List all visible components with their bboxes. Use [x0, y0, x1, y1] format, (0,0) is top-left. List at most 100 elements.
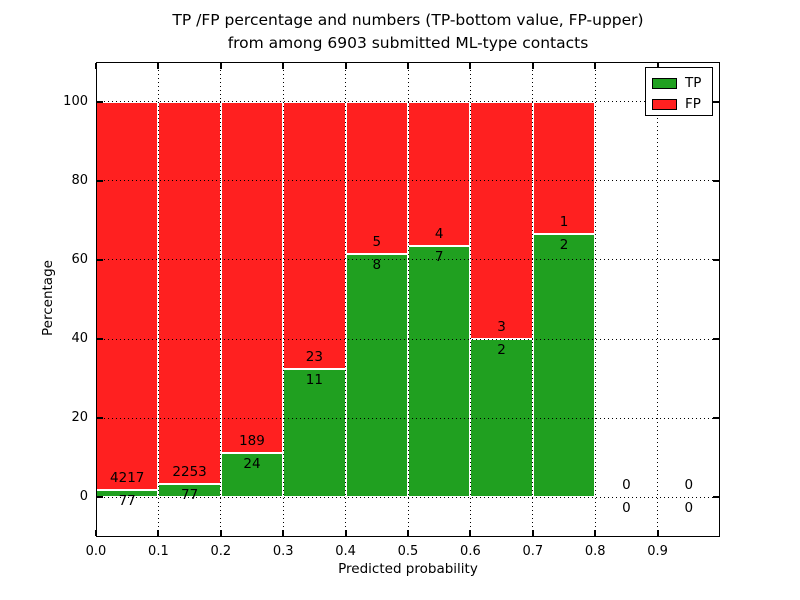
bar-tp-segment	[158, 484, 221, 498]
fp-count-label: 2253	[172, 464, 207, 481]
x-tick-top	[344, 63, 347, 69]
tp-count-label: 0	[684, 500, 694, 517]
v-gridline	[532, 62, 534, 537]
x-tick-label: 0.0	[85, 544, 107, 559]
x-tick-top	[407, 63, 409, 69]
x-tick-label: 0.5	[397, 544, 419, 559]
fp-count-label: 0	[622, 477, 631, 494]
y-tick-right	[713, 258, 719, 261]
x-tick-top	[95, 63, 97, 69]
bar-fp-segment	[470, 101, 533, 340]
x-tick-label: 0.4	[335, 544, 356, 559]
x-tick-bottom	[95, 530, 97, 536]
x-tick-label: 0.2	[210, 544, 232, 559]
x-tick-top	[282, 63, 285, 69]
x-tick-top	[656, 63, 659, 69]
fp-count-label: 5	[372, 233, 382, 250]
y-tick-label: 40	[71, 331, 88, 347]
bar-fp-segment	[158, 101, 221, 485]
x-tick-top	[219, 63, 222, 69]
bar-tp-segment	[345, 253, 408, 498]
v-gridline	[594, 62, 596, 537]
x-tick-top	[157, 63, 160, 69]
x-tick-bottom	[656, 530, 659, 536]
tp-count-label: 2	[559, 236, 569, 253]
v-gridline	[220, 62, 222, 537]
x-tick-label: 0.1	[148, 544, 169, 559]
bar-fp-segment	[532, 101, 596, 234]
legend: TP FP	[645, 67, 713, 116]
v-gridline	[657, 62, 659, 537]
x-axis-label: Predicted probability	[338, 561, 478, 577]
tp-count-label: 7	[434, 248, 444, 265]
y-tick-left	[97, 179, 103, 182]
x-tick-label: 0.7	[522, 544, 544, 559]
y-tick-left	[97, 258, 103, 261]
fp-count-label: 0	[684, 477, 694, 494]
y-tick-left	[97, 496, 103, 499]
y-tick-right	[713, 338, 719, 341]
y-tick-label: 100	[63, 93, 88, 109]
legend-item-tp: TP	[646, 73, 712, 94]
bar-fp-segment	[220, 101, 284, 453]
y-tick-right	[713, 417, 719, 420]
bar-fp-segment	[408, 101, 471, 246]
y-tick-left	[97, 100, 103, 103]
y-tick-right	[713, 496, 719, 499]
bar-fp-segment	[96, 101, 159, 491]
x-tick-bottom	[219, 530, 222, 536]
bar-fp-segment	[283, 101, 346, 370]
legend-label-fp: FP	[685, 96, 701, 112]
y-tick-left	[97, 417, 103, 420]
tp-count-label: 77	[118, 493, 136, 510]
x-tick-bottom	[282, 530, 285, 536]
tp-count-label: 24	[243, 455, 261, 472]
v-gridline	[407, 62, 409, 537]
fp-count-label: 4217	[110, 470, 145, 487]
y-tick-label: 0	[79, 489, 88, 505]
y-tick-label: 60	[71, 251, 88, 267]
x-tick-bottom	[344, 530, 347, 536]
x-tick-top	[594, 63, 597, 69]
x-tick-label: 0.3	[272, 544, 294, 559]
x-tick-top	[469, 63, 472, 69]
x-tick-bottom	[469, 530, 472, 536]
x-tick-label: 0.9	[647, 544, 668, 559]
legend-swatch-tp-icon	[652, 78, 677, 89]
v-gridline	[469, 62, 471, 537]
x-tick-top	[531, 63, 534, 69]
chart-title: TP /FP percentage and numbers (TP-bottom…	[96, 9, 720, 55]
tp-count-label: 77	[180, 487, 199, 504]
x-tick-bottom	[531, 530, 534, 536]
chart-title-line1: TP /FP percentage and numbers (TP-bottom…	[172, 11, 644, 29]
v-gridline	[157, 62, 159, 537]
y-tick-left	[97, 338, 103, 341]
v-gridline	[345, 62, 347, 537]
tp-count-label: 2	[497, 342, 506, 359]
y-tick-label: 80	[71, 172, 88, 188]
legend-swatch-fp-icon	[652, 99, 677, 110]
y-tick-label: 20	[71, 410, 88, 426]
x-tick-bottom	[157, 530, 160, 536]
bar-tp-segment	[408, 245, 471, 498]
bar-fp-segment	[345, 101, 408, 254]
legend-label-tp: TP	[685, 75, 702, 91]
x-tick-bottom	[594, 530, 597, 536]
fp-count-label: 189	[239, 432, 265, 449]
chart-title-line2: from among 6903 submitted ML-type contac…	[227, 34, 589, 52]
y-tick-right	[713, 100, 719, 103]
fp-count-label: 1	[559, 213, 569, 230]
x-tick-label: 0.6	[460, 544, 481, 559]
y-tick-right	[713, 179, 719, 182]
tp-count-label: 11	[305, 372, 323, 389]
tp-count-label: 0	[622, 500, 631, 517]
bar-tp-segment	[283, 369, 346, 498]
fp-count-label: 23	[305, 349, 323, 366]
tp-count-label: 8	[372, 256, 382, 273]
fp-count-label: 3	[497, 319, 506, 336]
y-axis-label: Percentage	[40, 260, 56, 336]
legend-item-fp: FP	[646, 94, 712, 115]
bar-tp-segment	[532, 233, 596, 498]
x-tick-bottom	[407, 530, 409, 536]
